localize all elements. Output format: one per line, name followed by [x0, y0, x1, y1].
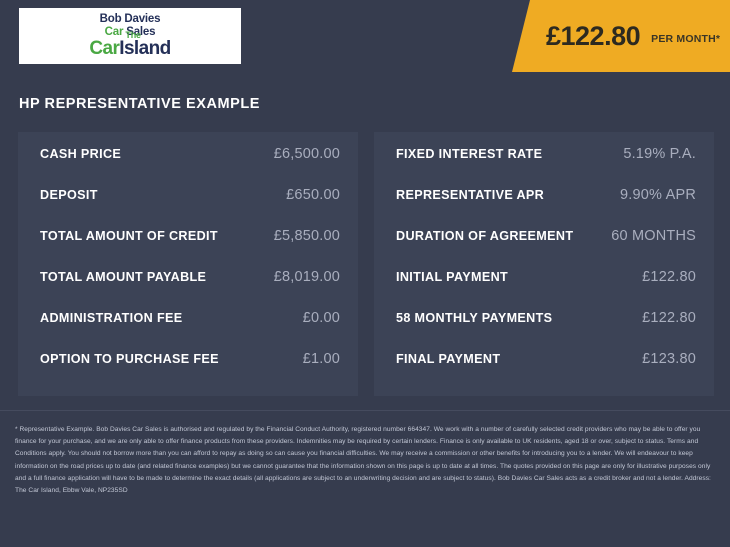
- logo-text-the: The: [125, 30, 141, 40]
- row-label: FINAL PAYMENT: [396, 352, 501, 366]
- logo-text-sales: Sales: [126, 25, 156, 38]
- logo-wordmark: Bob Davies Car Sales The CarIsland: [89, 13, 171, 59]
- table-row: TOTAL AMOUNT PAYABLE £8,019.00: [40, 269, 340, 310]
- row-value: £8,019.00: [273, 269, 340, 285]
- row-value: £122.80: [642, 269, 696, 285]
- logo-text-car-island-car: Car: [89, 38, 120, 59]
- table-row: CASH PRICE £6,500.00: [40, 146, 340, 187]
- finance-panels: CASH PRICE £6,500.00 DEPOSIT £650.00 TOT…: [0, 112, 730, 396]
- row-value: 60 MONTHS: [611, 228, 696, 244]
- row-value: £650.00: [286, 187, 340, 203]
- row-value: £0.00: [302, 310, 340, 326]
- row-label: CASH PRICE: [40, 147, 122, 161]
- logo-text-car: Car: [104, 25, 127, 38]
- page-header: Bob Davies Car Sales The CarIsland £122.8…: [0, 0, 730, 76]
- row-value: £122.80: [642, 310, 696, 326]
- table-row: INITIAL PAYMENT £122.80: [396, 269, 696, 310]
- row-label: TOTAL AMOUNT PAYABLE: [40, 270, 207, 284]
- logo-line-car-sales: Car Sales: [89, 25, 170, 39]
- row-label: REPRESENTATIVE APR: [396, 188, 545, 202]
- right-finance-panel: FIXED INTEREST RATE 5.19% P.A. REPRESENT…: [374, 132, 714, 396]
- table-row: FIXED INTEREST RATE 5.19% P.A.: [396, 146, 696, 187]
- brand-logo[interactable]: Bob Davies Car Sales The CarIsland: [19, 8, 241, 64]
- row-value: £123.80: [642, 351, 696, 367]
- monthly-price-period: PER MONTH*: [651, 33, 721, 45]
- disclaimer-text: * Representative Example. Bob Davies Car…: [15, 426, 711, 495]
- row-value: 5.19% P.A.: [623, 146, 696, 162]
- table-row: DEPOSIT £650.00: [40, 187, 340, 228]
- table-row: ADMINISTRATION FEE £0.00: [40, 310, 340, 351]
- row-value: £1.00: [302, 351, 340, 367]
- page-title: HP REPRESENTATIVE EXAMPLE: [19, 96, 260, 112]
- logo-text-island: Island: [119, 38, 171, 59]
- table-row: REPRESENTATIVE APR 9.90% APR: [396, 187, 696, 228]
- row-label: FIXED INTEREST RATE: [396, 147, 543, 161]
- row-value: £6,500.00: [273, 146, 340, 162]
- logo-line-bob-davies: Bob Davies: [89, 13, 170, 26]
- left-finance-panel: CASH PRICE £6,500.00 DEPOSIT £650.00 TOT…: [18, 132, 358, 396]
- table-row: OPTION TO PURCHASE FEE £1.00: [40, 351, 340, 392]
- logo-text-bob: Bob: [99, 13, 125, 25]
- logo-line-the-car-island: The CarIsland: [89, 31, 171, 59]
- footer-divider: [0, 410, 730, 411]
- table-row: TOTAL AMOUNT OF CREDIT £5,850.00: [40, 228, 340, 269]
- row-label: ADMINISTRATION FEE: [40, 311, 183, 325]
- row-value: 9.90% APR: [620, 187, 696, 203]
- row-label: 58 MONTHLY PAYMENTS: [396, 311, 553, 325]
- table-row: DURATION OF AGREEMENT 60 MONTHS: [396, 228, 696, 269]
- logo-text-davies: Davies: [124, 13, 161, 25]
- row-label: DURATION OF AGREEMENT: [396, 229, 574, 243]
- monthly-price-banner: £122.80 PER MONTH*: [512, 0, 730, 72]
- row-label: OPTION TO PURCHASE FEE: [40, 352, 219, 366]
- row-label: TOTAL AMOUNT OF CREDIT: [40, 229, 218, 243]
- table-row: FINAL PAYMENT £123.80: [396, 351, 696, 392]
- footer: * Representative Example. Bob Davies Car…: [0, 411, 730, 497]
- table-row: 58 MONTHLY PAYMENTS £122.80: [396, 310, 696, 351]
- row-label: INITIAL PAYMENT: [396, 270, 509, 284]
- row-value: £5,850.00: [273, 228, 340, 244]
- monthly-price-amount: £122.80: [546, 20, 641, 51]
- row-label: DEPOSIT: [40, 188, 98, 202]
